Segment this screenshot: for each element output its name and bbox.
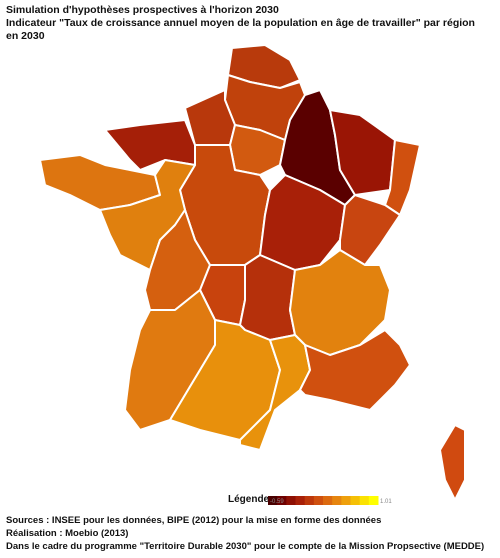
- legend-swatch: [323, 496, 333, 505]
- region: [299, 329, 411, 411]
- legend-swatch: [277, 496, 287, 505]
- map: Légende -0.59 1.01: [39, 44, 466, 505]
- subtitle: Indicateur "Taux de croissance annuel mo…: [6, 17, 475, 42]
- region: [239, 254, 296, 341]
- legend-swatch: [313, 496, 324, 505]
- sources: Sources : INSEE pour les données, BIPE (…: [6, 514, 484, 553]
- region: [239, 334, 311, 451]
- title: Simulation d'hypothèses prospectives à l…: [6, 4, 279, 16]
- source-line: Sources : INSEE pour les données, BIPE (…: [6, 515, 382, 526]
- region: [439, 424, 466, 501]
- header: Simulation d'hypothèses prospectives à l…: [6, 4, 476, 43]
- region: [339, 194, 401, 266]
- region: [329, 109, 396, 196]
- legend-swatch: [332, 496, 342, 505]
- source-line: Réalisation : Moebio (2013): [6, 528, 129, 539]
- source-line: Dans le cadre du programme "Territoire D…: [6, 541, 485, 552]
- legend-swatch: [304, 496, 315, 505]
- legend-swatch: [359, 496, 370, 505]
- legend-max: 1.01: [380, 499, 392, 505]
- legend-swatch: [341, 496, 351, 505]
- legend-swatch: [268, 496, 278, 505]
- legend-swatch: [295, 496, 306, 505]
- legend-min: -0.59: [270, 499, 284, 505]
- legend-swatch: [368, 496, 379, 505]
- region: [99, 159, 196, 271]
- region: [259, 174, 346, 271]
- legend-bar: [268, 496, 379, 505]
- legend-swatch: [286, 496, 296, 505]
- regions: [39, 44, 466, 501]
- legend-title: Légende: [228, 494, 270, 505]
- legend-swatch: [350, 496, 361, 505]
